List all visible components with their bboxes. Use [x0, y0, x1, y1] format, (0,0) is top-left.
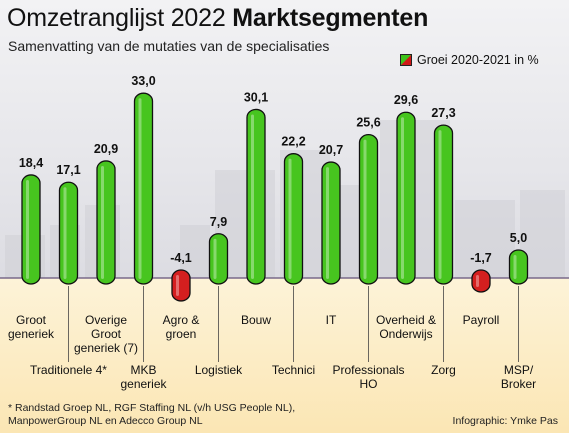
bar-highlight [438, 130, 442, 279]
bar [96, 160, 116, 285]
category-label-line: MSP/ [504, 363, 534, 377]
chart-title: Omzetranglijst 2022 Marktsegmenten [7, 4, 428, 33]
bar-highlight [63, 187, 67, 279]
category-label: Payroll [463, 313, 500, 327]
bar [471, 269, 491, 293]
category-label-line: Overige [85, 313, 127, 327]
bar-highlight [401, 117, 404, 280]
category-label: Agro & groen [163, 313, 200, 341]
bar [171, 269, 191, 302]
category-label-line: Broker [501, 377, 536, 391]
footnote-line: * Randstad Groep NL, RGF Staffing NL (v/… [8, 402, 296, 414]
category-label-line: Payroll [463, 313, 500, 327]
data-label: 20,7 [319, 143, 343, 157]
title-light: Omzetranglijst 2022 [7, 4, 233, 32]
category-label-line: Professionals [332, 363, 404, 377]
bar-highlight [213, 238, 217, 279]
category-label-line: Groot [91, 327, 122, 341]
category-label-line: Traditionele 4* [30, 363, 107, 377]
category-label-line: Logistiek [195, 363, 243, 377]
category-label-line: groen [166, 327, 197, 341]
data-label: 20,9 [94, 142, 118, 156]
data-label: -1,7 [470, 251, 492, 265]
data-label: 5,0 [510, 231, 527, 245]
value-labels-group: 18,4 17,1 20,9 33,0 -4,1 7,9 30,1 22,2 20,7 25,6 2… [19, 74, 527, 265]
bar-highlight [476, 275, 479, 287]
bar-highlight [251, 114, 254, 279]
category-label: Professionals HO [332, 363, 404, 391]
bar [208, 233, 229, 285]
bar-highlight [363, 139, 367, 279]
category-label: Groot generiek [8, 313, 55, 341]
footnote: * Randstad Groep NL, RGF Staffing NL (v/… [8, 402, 295, 428]
category-label-line: MKB [130, 363, 156, 377]
category-label: Technici [272, 363, 315, 377]
bar [246, 108, 266, 285]
chart-subtitle: Samenvatting van de mutaties van de spec… [8, 38, 330, 54]
category-label-line: Overheid & [376, 313, 436, 327]
category-label-line: Onderwijs [379, 327, 432, 341]
bar-highlight [288, 158, 292, 279]
data-label: 17,1 [56, 163, 80, 177]
data-label: -4,1 [170, 251, 192, 265]
category-label-line: Zorg [431, 363, 456, 377]
category-label-line: Technici [272, 363, 315, 377]
data-label: 33,0 [131, 74, 155, 88]
bar-highlight [176, 275, 179, 296]
category-label: Logistiek [195, 363, 243, 377]
bar [433, 124, 454, 285]
bar-highlight [326, 167, 329, 279]
bar-highlight [26, 179, 29, 279]
category-label: Overige Groot generiek (7) [74, 313, 138, 355]
data-label: 30,1 [244, 90, 268, 104]
bar-highlight [513, 255, 517, 279]
category-label-line: generiek (7) [74, 341, 138, 355]
category-label: Zorg [431, 363, 456, 377]
bar [508, 249, 529, 285]
category-label: Bouw [241, 313, 271, 327]
data-label: 27,3 [431, 106, 455, 120]
legend-swatch-icon [400, 54, 412, 66]
skyline-building [455, 200, 515, 278]
bar [358, 133, 379, 285]
bar [283, 153, 304, 285]
category-label-line: HO [360, 377, 378, 391]
title-bold: Marktsegmenten [232, 4, 429, 32]
category-label: IT [326, 313, 337, 327]
category-label: MKB generiek [120, 363, 167, 391]
category-label-line: Groot [16, 313, 47, 327]
category-label: MSP/Broker [501, 363, 536, 391]
background-lower [0, 278, 569, 433]
category-label: Overheid & Onderwijs [376, 313, 436, 341]
category-label-line: generiek [120, 377, 167, 391]
category-label: Traditionele 4* [30, 363, 107, 377]
data-label: 25,6 [356, 116, 380, 130]
footnote-line: ManpowerGroup NL en Adecco Group NL [8, 415, 203, 427]
category-label-line: Agro & [163, 313, 200, 327]
category-label-line: Bouw [241, 313, 271, 327]
legend-label: Groei 2020-2021 in % [417, 53, 539, 67]
category-label-line: generiek [8, 327, 55, 341]
data-label: 18,4 [19, 156, 43, 170]
bar [133, 92, 154, 285]
chart-legend: Groei 2020-2021 in % [400, 53, 539, 67]
data-label: 7,9 [210, 215, 227, 229]
bar-highlight [101, 165, 104, 279]
bar [21, 174, 41, 285]
bar [321, 161, 341, 285]
bar-highlight [138, 98, 142, 279]
category-label-line: IT [326, 313, 337, 327]
credit: Infographic: Ymke Pas [452, 415, 558, 427]
bar [58, 181, 79, 285]
data-label: 29,6 [394, 93, 418, 107]
bar [396, 111, 416, 285]
skyline-building [180, 225, 210, 278]
data-label: 22,2 [281, 135, 305, 149]
bars-group [0, 92, 569, 302]
